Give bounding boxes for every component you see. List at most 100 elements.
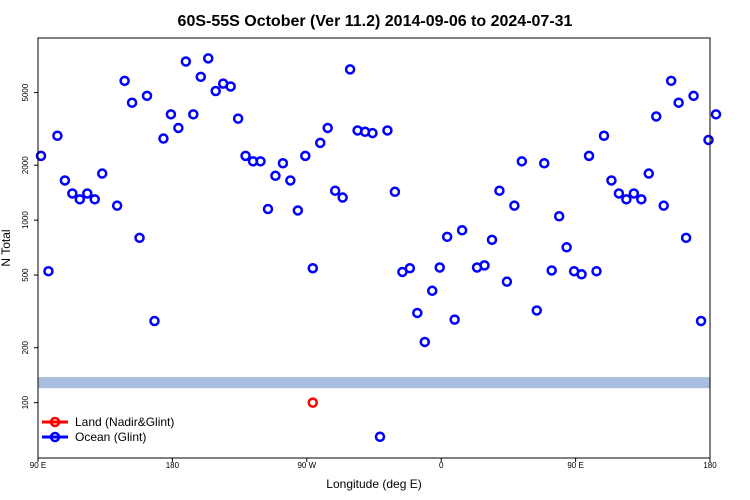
legend: Land (Nadir&Glint) Ocean (Glint) — [42, 415, 174, 444]
ocean-point — [613, 188, 625, 199]
land-point — [307, 397, 319, 408]
ocean-point — [232, 113, 244, 124]
ocean-point — [173, 122, 184, 134]
ocean-point — [67, 188, 78, 199]
ocean-point — [43, 265, 54, 277]
ocean-point — [703, 134, 714, 146]
ocean-point — [456, 225, 468, 236]
ocean-point — [126, 97, 138, 108]
ocean-point — [546, 265, 557, 276]
x-tick-label: 90 W — [297, 461, 316, 470]
ocean-point — [426, 285, 438, 297]
x-axis-ticks: 90 E 180 90 W 0 90 E 180 — [30, 458, 717, 470]
ocean-point — [449, 314, 460, 325]
legend-marker-land — [49, 416, 61, 428]
ocean-point — [516, 156, 528, 167]
ocean-point — [74, 194, 86, 205]
ocean-point — [665, 75, 677, 87]
ocean-point — [621, 194, 632, 205]
ocean-point — [598, 130, 610, 142]
ocean-point — [538, 157, 550, 169]
ocean-point — [688, 90, 699, 102]
y-tick-label: 100 — [21, 395, 30, 409]
ocean-point — [82, 188, 93, 199]
y-tick-label: 200 — [21, 340, 30, 354]
ocean-point — [441, 231, 453, 243]
x-tick-label: 90 E — [30, 461, 46, 470]
x-axis-label: Longitude (deg E) — [326, 477, 421, 491]
ocean-point — [225, 81, 236, 92]
ocean-point — [337, 192, 348, 203]
ocean-point — [553, 211, 565, 222]
ocean-point — [643, 168, 655, 179]
ocean-point — [389, 186, 401, 198]
y-tick-label: 2000 — [21, 156, 30, 174]
plot-frame — [37, 37, 711, 459]
ocean-point — [322, 122, 333, 134]
x-tick-label: 180 — [166, 461, 180, 470]
y-axis-ticks: 100 200 500 1000 2000 5000 — [21, 83, 38, 409]
ocean-point — [329, 185, 341, 196]
ocean-point — [35, 150, 47, 162]
ocean-point — [165, 109, 177, 120]
ocean-point — [89, 194, 100, 205]
ocean-point — [188, 109, 199, 120]
y-tick-label: 1000 — [21, 211, 30, 229]
ocean-point — [695, 315, 707, 327]
ocean-point — [434, 262, 445, 273]
data-points — [35, 53, 722, 443]
ocean-point — [374, 431, 386, 443]
x-tick-label: 0 — [439, 461, 444, 470]
ocean-point — [240, 150, 251, 162]
ocean-point — [591, 265, 602, 277]
ocean-point — [673, 97, 684, 108]
ocean-point — [314, 137, 326, 149]
ocean-point — [628, 188, 640, 199]
ocean-point — [650, 111, 662, 122]
ocean-point — [576, 269, 587, 280]
ocean-point — [292, 205, 304, 216]
x-tick-label: 90 E — [567, 461, 583, 470]
ocean-point — [307, 262, 319, 274]
ocean-point — [210, 85, 221, 97]
ocean-point — [344, 64, 356, 75]
ocean-point — [119, 75, 130, 87]
ocean-point — [195, 71, 207, 83]
x-tick-label: 180 — [703, 461, 717, 470]
ocean-point — [636, 194, 647, 205]
ocean-point — [680, 232, 692, 244]
ocean-point — [262, 203, 274, 215]
ocean-point — [180, 56, 192, 67]
ocean-point — [367, 127, 378, 139]
plot-area — [35, 53, 722, 443]
ocean-point — [134, 232, 145, 244]
ocean-point — [149, 315, 160, 327]
ocean-point — [300, 150, 311, 162]
ocean-point — [486, 234, 498, 246]
ocean-point — [141, 90, 153, 102]
ocean-point — [658, 200, 669, 211]
ocean-point — [606, 175, 617, 186]
ocean-point — [111, 200, 123, 211]
ocean-point — [382, 125, 393, 136]
ocean-point — [404, 262, 416, 274]
ocean-point — [412, 307, 423, 319]
ocean-point — [202, 53, 214, 64]
ocean-point — [419, 336, 431, 348]
ocean-point — [59, 175, 71, 186]
ocean-point — [583, 150, 595, 162]
ocean-point — [96, 168, 108, 179]
legend-label-land: Land (Nadir&Glint) — [75, 415, 174, 429]
legend-marker-ocean — [49, 431, 61, 443]
ocean-point — [509, 200, 520, 211]
ocean-point — [285, 175, 296, 186]
ocean-point — [494, 185, 505, 196]
ocean-point — [531, 305, 543, 316]
ocean-point — [710, 109, 722, 120]
ocean-point — [501, 276, 513, 287]
ocean-point — [255, 156, 266, 167]
legend-label-ocean: Ocean (Glint) — [75, 430, 146, 444]
ocean-point — [52, 130, 63, 142]
